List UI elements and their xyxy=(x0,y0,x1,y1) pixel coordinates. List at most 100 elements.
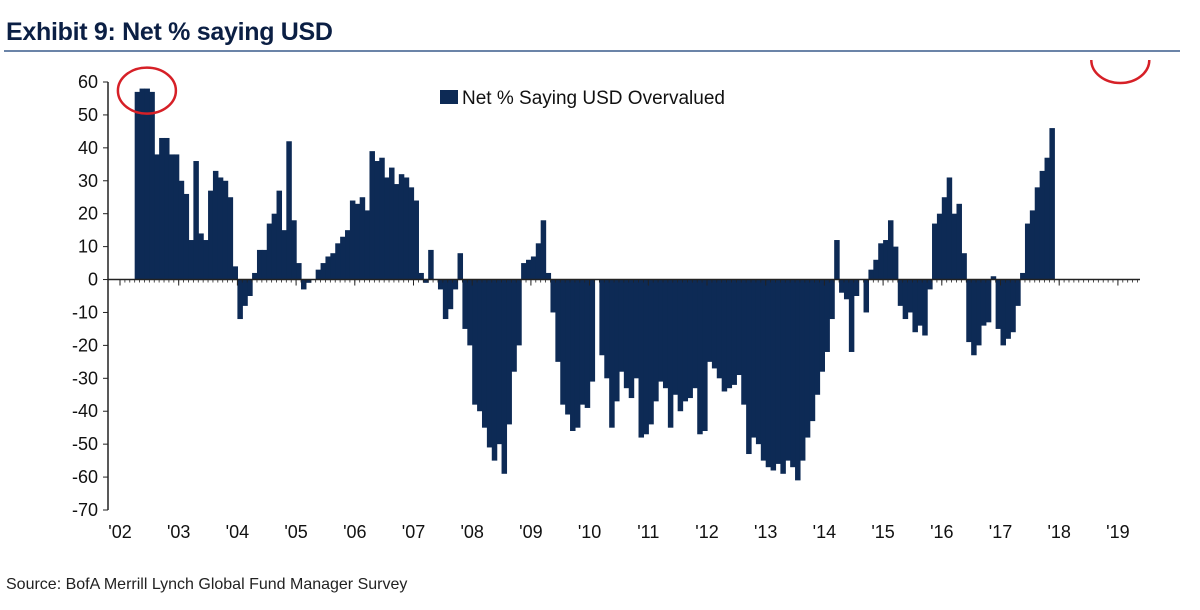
bar xyxy=(702,279,708,431)
bar xyxy=(980,279,987,326)
bar xyxy=(521,263,527,280)
bar xyxy=(340,236,346,280)
bar xyxy=(261,249,268,280)
bar xyxy=(173,154,180,280)
x-tick-label: '14 xyxy=(813,522,836,542)
bar xyxy=(799,279,806,461)
y-tick-label: 30 xyxy=(78,171,98,191)
x-tick-label: '02 xyxy=(108,522,131,542)
bar xyxy=(203,240,209,280)
bar xyxy=(305,279,312,283)
bar xyxy=(917,279,923,326)
bar xyxy=(266,223,273,280)
bar xyxy=(168,154,175,280)
x-tick-label: '11 xyxy=(637,522,659,542)
legend-label: Net % Saying USD Overvalued xyxy=(462,88,725,109)
x-axis: '02 '03 '04 '05 '06 '07 '08 '09 '10 '11 '12 '13 '14 '… xyxy=(108,278,1140,542)
bar xyxy=(853,279,860,296)
bar xyxy=(408,187,415,280)
bar xyxy=(643,279,649,435)
bar xyxy=(946,177,953,280)
bar xyxy=(824,279,830,352)
bar xyxy=(212,170,219,280)
bar xyxy=(628,279,635,399)
bar xyxy=(716,279,723,379)
bar xyxy=(1039,170,1046,280)
bar xyxy=(570,279,576,431)
bar xyxy=(770,279,777,471)
bar xyxy=(398,174,405,280)
bar xyxy=(208,190,214,280)
bar xyxy=(467,279,473,346)
bar xyxy=(692,279,698,389)
bar xyxy=(462,279,468,329)
bar-series xyxy=(134,88,1055,481)
bar xyxy=(883,240,889,280)
bar xyxy=(345,230,351,280)
bar xyxy=(252,272,258,280)
bar xyxy=(154,154,160,280)
bar xyxy=(907,279,914,313)
bar xyxy=(785,279,791,461)
bar xyxy=(863,279,870,313)
bar xyxy=(902,279,909,320)
bar xyxy=(506,279,512,425)
bar xyxy=(873,259,879,280)
bar xyxy=(653,279,659,402)
bar xyxy=(1015,279,1021,306)
bar xyxy=(751,279,757,438)
bar xyxy=(848,279,855,352)
bar xyxy=(990,276,997,280)
bar xyxy=(496,279,503,445)
y-tick-label: -70 xyxy=(72,500,98,520)
y-tick-label: 60 xyxy=(78,72,98,92)
bar xyxy=(966,279,972,343)
bar xyxy=(746,279,752,455)
bar xyxy=(330,253,336,280)
bar xyxy=(1000,279,1006,346)
bar xyxy=(247,279,253,296)
source-note: Source: BofA Merrill Lynch Global Fund M… xyxy=(6,576,408,593)
y-tick-label: -40 xyxy=(72,401,98,421)
bar xyxy=(1024,223,1031,280)
x-tick-label: '10 xyxy=(578,522,601,542)
bar xyxy=(687,279,693,399)
bar xyxy=(491,279,498,461)
bar xyxy=(1044,157,1051,280)
bar xyxy=(291,220,297,280)
bar xyxy=(897,279,904,306)
bar xyxy=(829,279,835,320)
bar xyxy=(530,256,537,280)
bar xyxy=(633,279,640,379)
bar xyxy=(369,151,375,280)
bar xyxy=(413,200,419,280)
bar xyxy=(374,161,380,280)
bar xyxy=(144,88,150,280)
bar xyxy=(697,279,703,435)
bar xyxy=(428,249,434,280)
bar xyxy=(814,279,821,395)
bar xyxy=(579,279,586,405)
y-tick-label: -50 xyxy=(72,434,98,454)
x-tick-label: '05 xyxy=(284,522,307,542)
bar xyxy=(242,279,248,306)
bar xyxy=(139,88,146,280)
bar xyxy=(271,213,278,280)
bar xyxy=(599,279,605,356)
bar xyxy=(354,203,361,280)
highlight-circle xyxy=(116,66,178,115)
bar xyxy=(526,259,532,280)
bar xyxy=(956,203,962,280)
highlight-circle xyxy=(1090,60,1151,85)
bar xyxy=(232,266,238,280)
bar xyxy=(677,279,684,412)
bar xyxy=(183,193,190,280)
bar xyxy=(452,279,459,290)
bar xyxy=(775,279,781,464)
bar xyxy=(932,223,938,280)
bar xyxy=(477,279,483,412)
x-tick-label: '19 xyxy=(1106,522,1129,542)
bar xyxy=(349,200,356,280)
bar xyxy=(501,279,508,474)
x-tick-label: '07 xyxy=(402,522,425,542)
